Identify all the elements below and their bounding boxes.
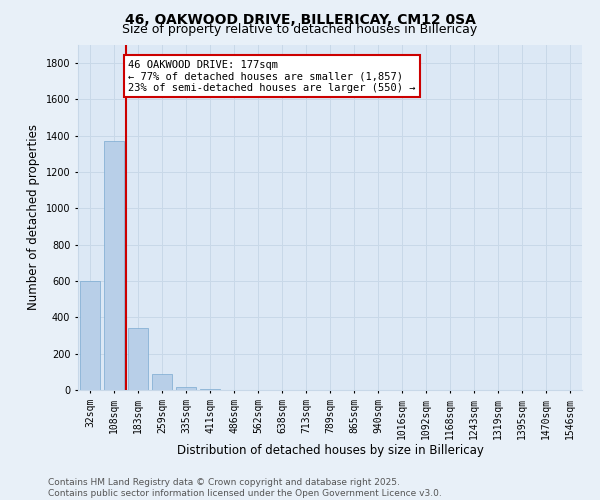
- Bar: [200, 389, 220, 390]
- Bar: [152, 374, 172, 390]
- X-axis label: Distribution of detached houses by size in Billericay: Distribution of detached houses by size …: [176, 444, 484, 458]
- Bar: [176, 388, 196, 390]
- Bar: [128, 328, 148, 390]
- Bar: [80, 281, 100, 390]
- Text: 46 OAKWOOD DRIVE: 177sqm
← 77% of detached houses are smaller (1,857)
23% of sem: 46 OAKWOOD DRIVE: 177sqm ← 77% of detach…: [128, 60, 416, 92]
- Y-axis label: Number of detached properties: Number of detached properties: [27, 124, 40, 310]
- Text: Contains HM Land Registry data © Crown copyright and database right 2025.
Contai: Contains HM Land Registry data © Crown c…: [48, 478, 442, 498]
- Text: Size of property relative to detached houses in Billericay: Size of property relative to detached ho…: [122, 22, 478, 36]
- Text: 46, OAKWOOD DRIVE, BILLERICAY, CM12 0SA: 46, OAKWOOD DRIVE, BILLERICAY, CM12 0SA: [125, 12, 475, 26]
- Bar: [104, 141, 124, 390]
